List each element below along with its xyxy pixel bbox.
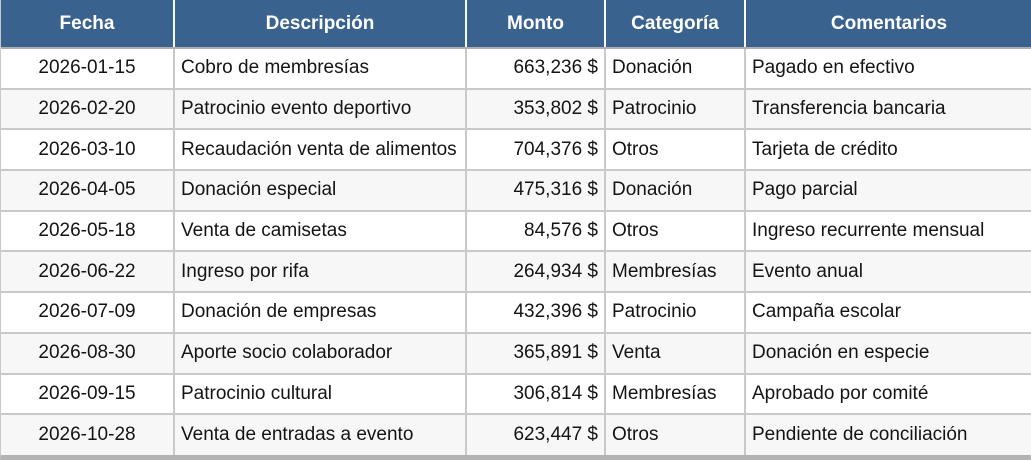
cell-fecha: 2026-01-15 <box>1 47 175 90</box>
table-row: 2026-03-10 Recaudación venta de alimento… <box>1 128 1031 172</box>
cell-categoria: Otros <box>604 413 746 455</box>
cell-categoria: Venta <box>604 331 746 375</box>
cell-descripcion: Venta de camisetas <box>173 209 467 253</box>
cell-comentarios: Donación en especie <box>744 331 1031 375</box>
cell-monto: 432,396 $ <box>465 291 606 334</box>
cell-categoria: Membresías <box>604 250 746 294</box>
cell-comentarios: Pago parcial <box>744 169 1031 212</box>
cell-monto: 623,447 $ <box>465 413 606 455</box>
table-body: 2026-01-15 Cobro de membresías 663,236 $… <box>1 47 1031 455</box>
cell-fecha: 2026-09-15 <box>1 372 175 416</box>
cell-fecha: 2026-03-10 <box>1 128 175 172</box>
header-descripcion: Descripción <box>173 0 466 49</box>
cell-comentarios: Aprobado por comité <box>744 372 1031 416</box>
cell-fecha: 2026-10-28 <box>1 413 175 455</box>
table-row: 2026-04-05 Donación especial 475,316 $ D… <box>1 169 1031 212</box>
header-monto: Monto <box>465 0 605 49</box>
cell-fecha: 2026-06-22 <box>1 250 175 294</box>
cell-comentarios: Ingreso recurrente mensual <box>744 209 1031 253</box>
cell-categoria: Membresías <box>604 372 746 416</box>
cell-descripcion: Recaudación venta de alimentos <box>173 128 467 172</box>
header-row: Fecha Descripción Monto Categoría Coment… <box>1 0 1031 49</box>
cell-categoria: Otros <box>604 209 746 253</box>
cell-categoria: Donación <box>604 47 746 90</box>
cell-descripcion: Venta de entradas a evento <box>173 413 467 455</box>
cell-monto: 365,891 $ <box>465 331 606 375</box>
cell-monto: 84,576 $ <box>465 209 606 253</box>
cell-comentarios: Pendiente de conciliación <box>744 413 1031 455</box>
cell-comentarios: Transferencia bancaria <box>744 87 1031 131</box>
cell-monto: 306,814 $ <box>465 372 606 416</box>
header-categoria: Categoría <box>604 0 745 49</box>
cell-descripcion: Donación especial <box>173 169 467 212</box>
cell-categoria: Patrocinio <box>604 87 746 131</box>
cell-descripcion: Patrocinio cultural <box>173 372 467 416</box>
cell-monto: 475,316 $ <box>465 169 606 212</box>
cell-fecha: 2026-05-18 <box>1 209 175 253</box>
table-row: 2026-08-30 Aporte socio colaborador 365,… <box>1 331 1031 375</box>
cell-monto: 704,376 $ <box>465 128 606 172</box>
table-row: 2026-01-15 Cobro de membresías 663,236 $… <box>1 47 1031 90</box>
table-row: 2026-07-09 Donación de empresas 432,396 … <box>1 291 1031 334</box>
table-row: 2026-05-18 Venta de camisetas 84,576 $ O… <box>1 209 1031 253</box>
table-row: 2026-09-15 Patrocinio cultural 306,814 $… <box>1 372 1031 416</box>
cell-categoria: Otros <box>604 128 746 172</box>
cell-descripcion: Aporte socio colaborador <box>173 331 467 375</box>
cell-categoria: Patrocinio <box>604 291 746 334</box>
header-comentarios: Comentarios <box>744 0 1031 49</box>
cell-categoria: Donación <box>604 169 746 212</box>
cell-fecha: 2026-04-05 <box>1 169 175 212</box>
cell-comentarios: Pagado en efectivo <box>744 47 1031 90</box>
cell-descripcion: Cobro de membresías <box>173 47 467 90</box>
cell-descripcion: Ingreso por rifa <box>173 250 467 294</box>
cell-comentarios: Campaña escolar <box>744 291 1031 334</box>
table-header: Fecha Descripción Monto Categoría Coment… <box>1 0 1031 49</box>
table-row: 2026-06-22 Ingreso por rifa 264,934 $ Me… <box>1 250 1031 294</box>
cell-monto: 264,934 $ <box>465 250 606 294</box>
table-row: 2026-02-20 Patrocinio evento deportivo 3… <box>1 87 1031 131</box>
cell-comentarios: Tarjeta de crédito <box>744 128 1031 172</box>
cell-descripcion: Patrocinio evento deportivo <box>173 87 467 131</box>
table-row: 2026-10-28 Venta de entradas a evento 62… <box>1 413 1031 455</box>
cell-comentarios: Evento anual <box>744 250 1031 294</box>
cell-monto: 353,802 $ <box>465 87 606 131</box>
cell-fecha: 2026-02-20 <box>1 87 175 131</box>
cell-fecha: 2026-07-09 <box>1 291 175 334</box>
header-fecha: Fecha <box>1 0 174 49</box>
cell-fecha: 2026-08-30 <box>1 331 175 375</box>
cell-descripcion: Donación de empresas <box>173 291 467 334</box>
cell-monto: 663,236 $ <box>465 47 606 90</box>
